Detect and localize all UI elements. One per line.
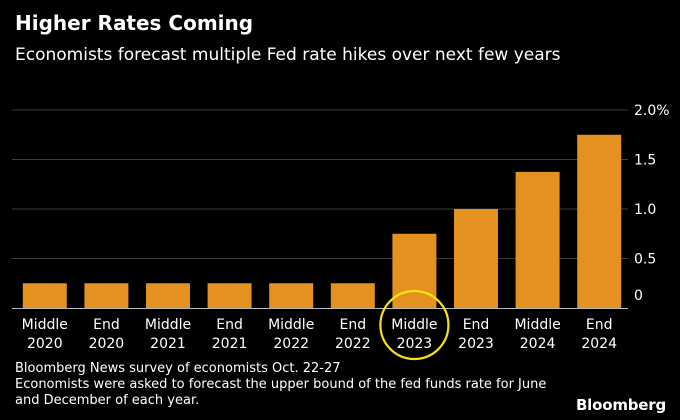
bar [22, 283, 67, 308]
y-tick-label: 0 [634, 288, 643, 304]
y-tick-label: 2.0% [634, 103, 670, 119]
x-tick-label: 2021 [212, 336, 248, 352]
x-tick-label: End [586, 317, 613, 333]
y-tick-label: 1.5 [634, 153, 656, 169]
x-tick-label: Middle [22, 317, 68, 333]
chart-title: Higher Rates Coming [15, 11, 254, 35]
x-tick-label: 2024 [520, 336, 556, 352]
x-tick-label: End [463, 317, 490, 333]
x-tick-label: Middle [268, 317, 314, 333]
chart-subtitle: Economists forecast multiple Fed rate hi… [15, 45, 561, 65]
x-tick-label: 2020 [27, 336, 63, 352]
bloomberg-logo: Bloomberg [575, 396, 666, 414]
x-tick-label: 2022 [273, 336, 309, 352]
highlight-circle [379, 289, 450, 361]
x-tick-label: 2020 [89, 336, 125, 352]
x-tick-label: Middle [145, 317, 191, 333]
x-tick-label: Middle [391, 317, 437, 333]
bar [454, 209, 498, 308]
method-note-line-1: Economists were asked to forecast the up… [15, 377, 547, 392]
y-tick-label: 1.0 [634, 202, 656, 218]
bar [269, 283, 314, 308]
bar [146, 283, 190, 308]
x-tick-label: Middle [514, 317, 560, 333]
x-tick-label: End [216, 317, 243, 333]
bar [207, 283, 252, 308]
x-tick-label: End [93, 317, 120, 333]
x-tick-label: End [339, 317, 366, 333]
bar [330, 283, 375, 308]
x-tick-label: 2024 [581, 336, 617, 352]
x-tick-label: 2023 [397, 336, 433, 352]
y-tick-label: 0.5 [634, 252, 656, 268]
bar [84, 283, 129, 308]
method-note-line-2: and December of each year. [15, 393, 200, 408]
source-note: Bloomberg News survey of economists Oct.… [15, 361, 341, 376]
bar [392, 233, 437, 308]
chart-notes: Bloomberg News survey of economists Oct.… [15, 361, 575, 409]
x-tick-label: 2021 [150, 336, 186, 352]
x-tick-label: 2023 [458, 336, 494, 352]
bar [577, 134, 622, 308]
bar [515, 171, 560, 308]
x-tick-label: 2022 [335, 336, 371, 352]
